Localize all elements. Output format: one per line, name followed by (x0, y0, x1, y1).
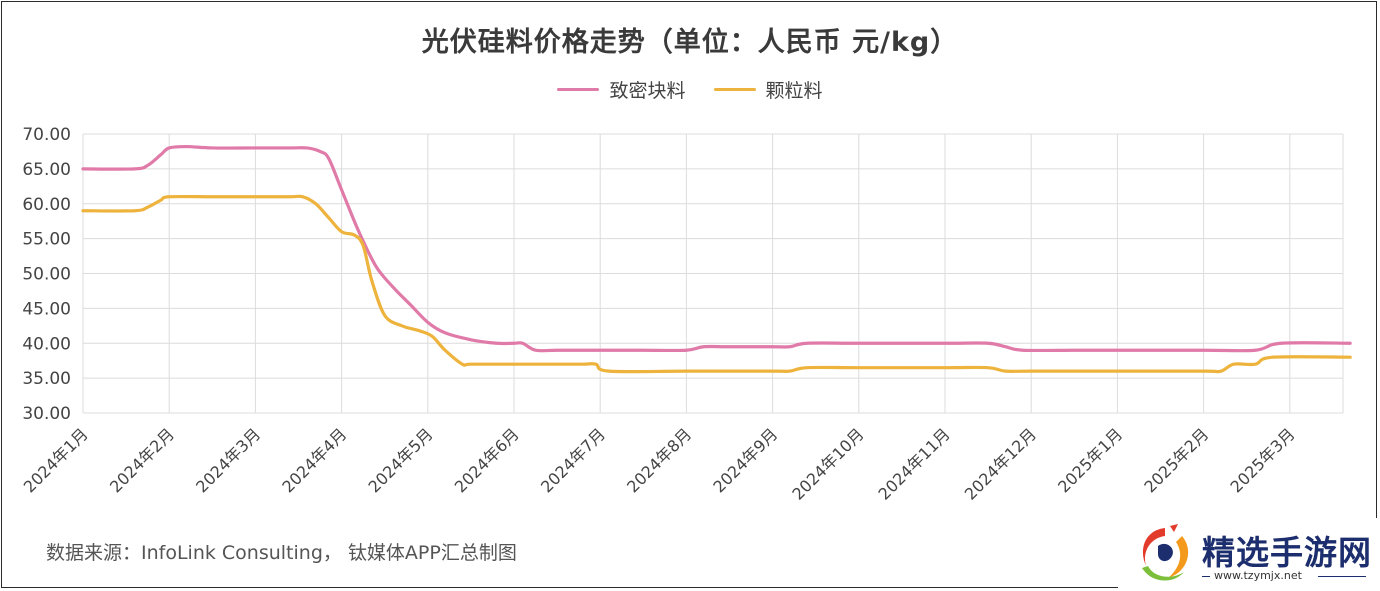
y-tick-label: 65.00 (22, 160, 71, 180)
series-line-1 (81, 194, 1352, 374)
x-tick-label: 2025年2月 (1140, 424, 1212, 496)
legend: 致密块料 颗粒料 (0, 76, 1380, 103)
y-tick-label: 30.00 (22, 404, 71, 424)
x-tick-label: 2025年1月 (1054, 424, 1126, 496)
watermark-rule-right (1318, 576, 1366, 577)
legend-item-granular[interactable]: 颗粒料 (713, 76, 823, 103)
y-tick-label: 45.00 (22, 299, 71, 319)
legend-swatch-granular (713, 88, 756, 91)
x-tick-label: 2024年5月 (365, 424, 437, 496)
y-tick-label: 50.00 (22, 265, 71, 285)
series-line-0 (81, 144, 1352, 353)
x-tick-label: 2024年9月 (709, 424, 781, 496)
y-tick-label: 40.00 (22, 334, 71, 354)
y-tick-label: 70.00 (22, 125, 71, 145)
x-tick-label: 2024年8月 (623, 424, 695, 496)
legend-swatch-dense-block (557, 88, 600, 91)
y-tick-label: 35.00 (22, 369, 71, 389)
source-note: 数据来源：InfoLink Consulting， 钛媒体APP汇总制图 (46, 542, 517, 564)
x-tick-label: 2024年10月 (788, 424, 867, 503)
y-tick-label: 55.00 (22, 230, 71, 250)
x-tick-label: 2024年7月 (537, 424, 609, 496)
x-tick-label: 2024年2月 (106, 424, 178, 496)
watermark-rule-left (1202, 576, 1210, 577)
y-tick-label: 60.00 (22, 195, 71, 215)
x-tick-label: 2024年12月 (961, 424, 1040, 503)
watermark-logo-icon (1142, 524, 1189, 581)
x-tick-label: 2024年6月 (451, 424, 523, 496)
x-tick-label: 2025年3月 (1227, 424, 1299, 496)
x-tick-label: 2024年4月 (278, 424, 350, 496)
legend-label-granular: 颗粒料 (765, 80, 823, 102)
watermark-url: www.tzymjx.net (1214, 569, 1302, 582)
x-tick-label: 2024年1月 (20, 424, 92, 496)
watermark-name: 精选手游网 (1202, 533, 1372, 572)
legend-item-dense-block[interactable]: 致密块料 (557, 76, 686, 103)
legend-label-dense-block: 致密块料 (609, 80, 686, 102)
watermark: 精选手游网 www.tzymjx.net (1118, 518, 1380, 591)
x-tick-label: 2024年11月 (875, 424, 954, 503)
x-tick-label: 2024年3月 (192, 424, 264, 496)
chart-title: 光伏硅料价格走势（单位：人民币 元/kg） (421, 27, 959, 58)
